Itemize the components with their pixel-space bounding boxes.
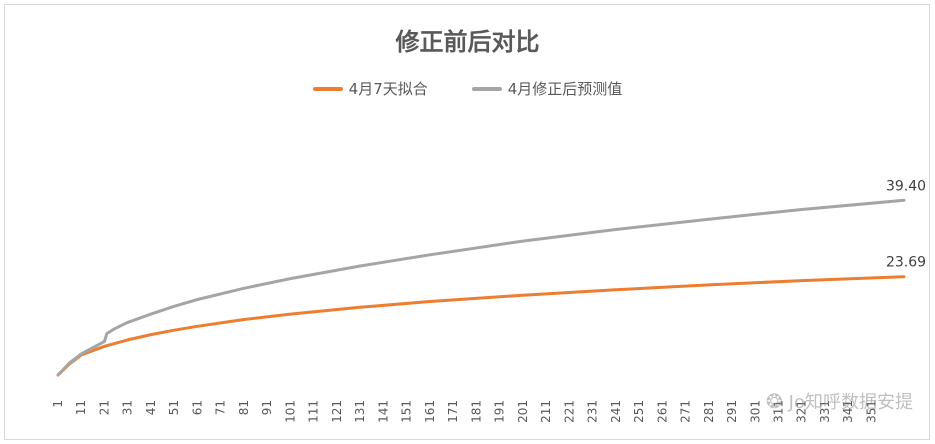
x-tick-label: 41 [144,400,158,415]
legend-swatch-fit [312,86,343,91]
x-tick-label: 181 [469,400,483,423]
x-axis: 1 11 21 31 41 51 61 71 81 91 101 111 121 131 141 151 161… [51,400,878,423]
data-labels: 23.69 39.40 [886,178,926,270]
x-tick-label: 61 [190,400,204,415]
x-tick-label: 301 [748,400,762,423]
x-tick-label: 241 [609,400,623,423]
x-tick-label: 331 [818,400,832,423]
chart-frame [4,4,930,440]
x-tick-label: 11 [74,400,88,415]
series-layer [56,198,906,377]
end-data-label-0: 23.69 [886,255,926,271]
watermark-text: Jo知呼数据安提 [788,392,913,413]
x-tick-label: 321 [795,400,809,423]
wechat-icon: ❂ [765,389,783,413]
legend-entry-corrected: 4月修正后预测值 [471,78,623,99]
x-tick-label: 311 [771,400,785,423]
x-tick-label: 81 [237,400,251,415]
x-tick-label: 191 [493,400,507,423]
x-tick-label: 161 [423,400,437,423]
x-tick-label: 281 [702,400,716,423]
x-tick-label: 71 [214,400,228,415]
x-tick-label: 271 [679,400,693,423]
legend-swatch-corrected [471,86,502,91]
x-tick-label: 221 [562,400,576,423]
x-tick-label: 211 [539,400,553,423]
x-tick-label: 131 [353,400,367,423]
x-tick-label: 51 [167,400,181,415]
legend: 4月7天拟合 4月修正后预测值 [0,78,935,99]
end-data-label-1: 39.40 [886,178,926,194]
x-tick-label: 111 [307,400,321,423]
legend-label-corrected: 4月修正后预测值 [507,80,623,98]
x-tick-label: 251 [632,400,646,423]
x-tick-label: 121 [330,400,344,423]
series-line-1 [56,198,906,377]
x-tick-label: 291 [725,400,739,423]
x-tick-label: 351 [864,400,878,423]
legend-entry-fit: 4月7天拟合 [312,78,428,99]
x-tick-label: 231 [586,400,600,423]
x-tick-label: 1 [51,400,65,408]
legend-label-fit: 4月7天拟合 [348,80,428,98]
x-tick-label: 201 [516,400,530,423]
x-tick-label: 151 [400,400,414,423]
watermark: ❂ Jo知呼数据安提 [766,388,913,414]
x-tick-label: 101 [283,400,297,423]
x-tick-label: 171 [446,400,460,423]
chart-title: 修正前后对比 [395,28,540,56]
x-tick-label: 21 [97,400,111,415]
x-tick-label: 91 [260,400,274,415]
x-tick-label: 31 [121,400,135,415]
x-tick-label: 341 [841,400,855,423]
x-tick-label: 141 [376,400,390,423]
x-tick-label: 261 [655,400,669,423]
series-line-0 [56,275,906,377]
